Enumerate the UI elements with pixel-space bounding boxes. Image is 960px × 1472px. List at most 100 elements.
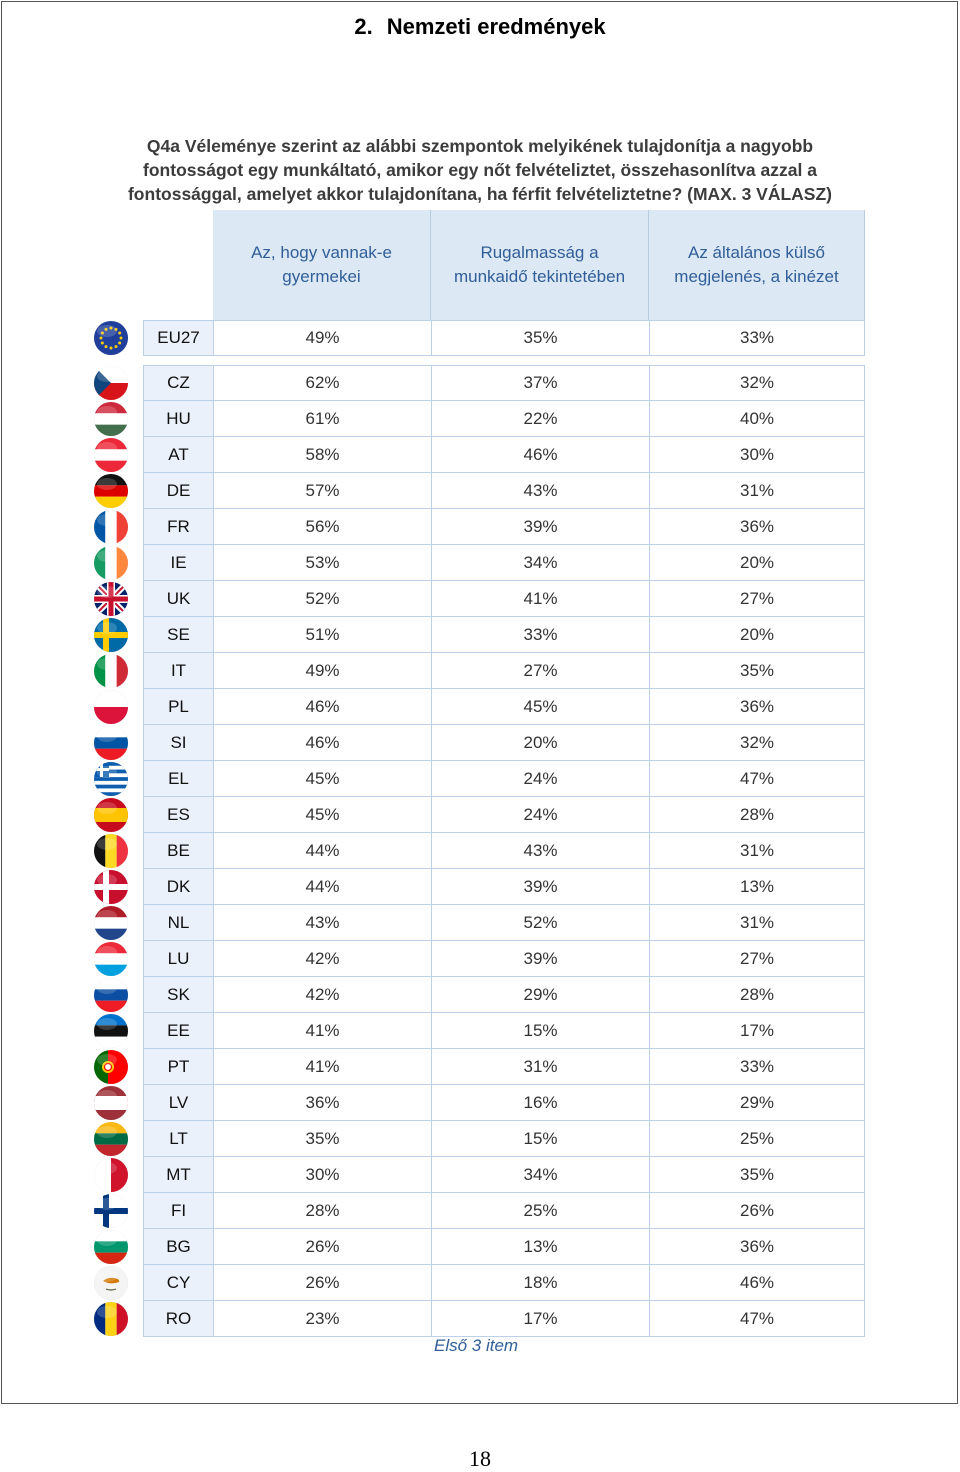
- column-header-children: Az, hogy vannak-e gyermekei: [213, 210, 431, 320]
- flag-fr-icon: [94, 510, 128, 544]
- flag-lv-icon: [94, 1086, 128, 1120]
- flag-lt-icon: [94, 1122, 128, 1156]
- country-code: PT: [143, 1049, 213, 1085]
- country-code: ES: [143, 797, 213, 833]
- table-cell: 30%: [213, 1157, 431, 1193]
- question-line-2: fontosságot egy munkáltató, amikor egy n…: [143, 160, 817, 180]
- flag-lu-icon: [94, 942, 128, 976]
- column-header-line: megjelenés, a kinézet: [674, 267, 839, 286]
- table-cell: 34%: [431, 545, 649, 581]
- table-cell: 45%: [213, 797, 431, 833]
- flag-ee-icon: [94, 1014, 128, 1048]
- flag-nl-icon: [94, 906, 128, 940]
- table-row: PL 46% 45% 36%: [143, 689, 865, 725]
- table-cell: 22%: [431, 401, 649, 437]
- table-cell: 39%: [431, 509, 649, 545]
- country-code: CY: [143, 1265, 213, 1301]
- flag-cy-icon: [94, 1266, 128, 1300]
- table-cell: 57%: [213, 473, 431, 509]
- table-cell: 25%: [431, 1193, 649, 1229]
- table-cell: 49%: [213, 320, 431, 356]
- table-cell: 36%: [649, 689, 865, 725]
- table-cell: 20%: [649, 617, 865, 653]
- table-cell: 28%: [649, 797, 865, 833]
- table-cell: 29%: [649, 1085, 865, 1121]
- table-cell: 27%: [649, 941, 865, 977]
- table-cell: 26%: [213, 1229, 431, 1265]
- table-cell: 46%: [431, 437, 649, 473]
- table-row: HU 61% 22% 40%: [143, 401, 865, 437]
- country-code: LU: [143, 941, 213, 977]
- flag-cz-icon: [94, 366, 128, 400]
- table-cell: 31%: [649, 473, 865, 509]
- table-cell: 18%: [431, 1265, 649, 1301]
- column-header-line: gyermekei: [282, 267, 361, 286]
- table-cell: 56%: [213, 509, 431, 545]
- table-cell: 13%: [431, 1229, 649, 1265]
- country-code: BE: [143, 833, 213, 869]
- country-code: IT: [143, 653, 213, 689]
- table-row: MT 30% 34% 35%: [143, 1157, 865, 1193]
- table-cell: 51%: [213, 617, 431, 653]
- table-cell: 17%: [649, 1013, 865, 1049]
- table-cell: 31%: [649, 905, 865, 941]
- table-cell: 26%: [649, 1193, 865, 1229]
- table-cell: 45%: [431, 689, 649, 725]
- table-cell: 45%: [213, 761, 431, 797]
- flag-ro-icon: [94, 1302, 128, 1336]
- flag-fi-icon: [94, 1194, 128, 1228]
- table-cell: 62%: [213, 365, 431, 401]
- flag-at-icon: [94, 438, 128, 472]
- table-cell: 41%: [213, 1013, 431, 1049]
- table-cell: 28%: [649, 977, 865, 1013]
- table-row: IT 49% 27% 35%: [143, 653, 865, 689]
- table-cell: 33%: [431, 617, 649, 653]
- table-cell: 34%: [431, 1157, 649, 1193]
- table-row: UK 52% 41% 27%: [143, 581, 865, 617]
- table-row: SI 46% 20% 32%: [143, 725, 865, 761]
- table-row: FI 28% 25% 26%: [143, 1193, 865, 1229]
- section-title: 2. Nemzeti eredmények: [0, 14, 960, 40]
- country-code: DE: [143, 473, 213, 509]
- question-line-1: Q4a Véleménye szerint az alábbi szempont…: [146, 136, 814, 156]
- flag-ie-icon: [94, 546, 128, 580]
- table-row: LV 36% 16% 29%: [143, 1085, 865, 1121]
- table-cell: 17%: [431, 1301, 649, 1337]
- table-cell: 33%: [649, 1049, 865, 1085]
- country-code: PL: [143, 689, 213, 725]
- table-cell: 41%: [213, 1049, 431, 1085]
- column-header-flexibility: Rugalmasság a munkaidő tekintetében: [431, 210, 649, 320]
- table-row: BG 26% 13% 36%: [143, 1229, 865, 1265]
- country-code: FI: [143, 1193, 213, 1229]
- flag-de-icon: [94, 474, 128, 508]
- flag-el-icon: [94, 762, 128, 796]
- table-cell: 52%: [431, 905, 649, 941]
- table-cell: 61%: [213, 401, 431, 437]
- country-code: RO: [143, 1301, 213, 1337]
- country-code: EL: [143, 761, 213, 797]
- table-cell: 29%: [431, 977, 649, 1013]
- table-row: NL 43% 52% 31%: [143, 905, 865, 941]
- table-row: DE 57% 43% 31%: [143, 473, 865, 509]
- table-row: SE 51% 33% 20%: [143, 617, 865, 653]
- table-cell: 20%: [649, 545, 865, 581]
- table-cell: 53%: [213, 545, 431, 581]
- column-header-appearance: Az általános külső megjelenés, a kinézet: [649, 210, 865, 320]
- table-row: IE 53% 34% 20%: [143, 545, 865, 581]
- country-code: IE: [143, 545, 213, 581]
- table-cell: 47%: [649, 761, 865, 797]
- footnote: Első 3 item: [434, 1336, 519, 1355]
- table-cell: 35%: [649, 1157, 865, 1193]
- table-cell: 36%: [213, 1085, 431, 1121]
- flag-be-icon: [94, 834, 128, 868]
- table-cell: 32%: [649, 725, 865, 761]
- table-row: RO 23% 17% 47%: [143, 1301, 865, 1337]
- table-row: FR 56% 39% 36%: [143, 509, 865, 545]
- column-header-line: munkaidő tekintetében: [453, 267, 626, 286]
- flag-pl-icon: [94, 690, 128, 724]
- question-text: Q4a Véleménye szerint az alábbi szempont…: [110, 134, 850, 206]
- table-cell: 15%: [431, 1121, 649, 1157]
- column-header-line: Rugalmasság a: [480, 243, 599, 262]
- table-cell: 20%: [431, 725, 649, 761]
- table-row: LU 42% 39% 27%: [143, 941, 865, 977]
